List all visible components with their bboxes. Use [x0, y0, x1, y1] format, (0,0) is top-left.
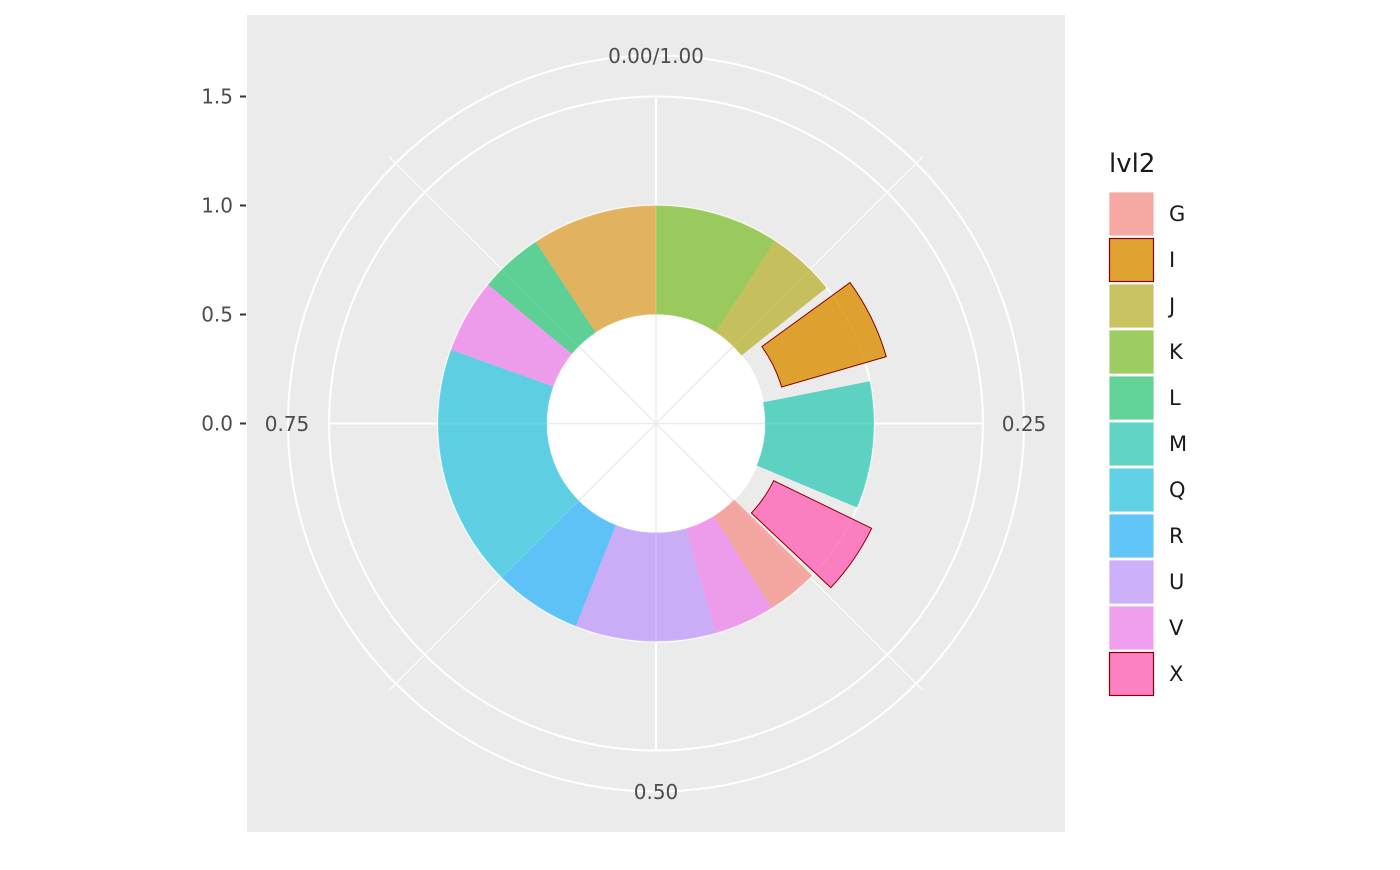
theta-tick-label: 0.25	[1002, 412, 1047, 436]
donut-segment-v	[450, 284, 573, 387]
donut-segment-r	[501, 500, 616, 627]
legend-swatch-x	[1108, 651, 1155, 697]
legend-label: K	[1169, 340, 1184, 364]
legend-swatch-j	[1109, 284, 1154, 328]
legend-swatch-l	[1109, 376, 1154, 420]
legend-swatch-g	[1109, 192, 1154, 236]
donut-segment-l	[488, 241, 596, 355]
legend-label: M	[1169, 432, 1187, 456]
outer-axis-circle	[287, 54, 1025, 793]
legend-label: U	[1169, 570, 1184, 594]
donut-segment-g	[713, 499, 813, 609]
theta-tick-label: 0.50	[634, 780, 679, 804]
legend-label: X	[1169, 662, 1183, 686]
legend-label: L	[1169, 386, 1181, 410]
theta-tick-label: 0.75	[265, 412, 310, 436]
hole-spoke	[655, 422, 734, 502]
legend-swatch-u	[1109, 560, 1154, 604]
y-tick-label: 0.5	[201, 303, 233, 327]
legend-label: G	[1169, 202, 1185, 226]
legend-swatch-k	[1109, 330, 1154, 374]
legend-label: V	[1169, 616, 1184, 640]
donut-segment-i	[535, 205, 656, 333]
legend-swatch-r	[1109, 514, 1154, 558]
y-tick-label: 1.5	[201, 85, 233, 109]
y-tick-label: 0.0	[201, 412, 233, 436]
legend-title: lvl2	[1109, 149, 1155, 179]
radial-gridline	[328, 95, 984, 752]
legend-swatch-m	[1109, 422, 1154, 466]
hole-spoke	[655, 345, 734, 425]
legend-swatch-i	[1108, 237, 1155, 283]
donut-segment-x	[750, 480, 873, 589]
donut-segment-i	[761, 281, 887, 388]
donut-segment-v	[685, 515, 772, 634]
legend-label: R	[1169, 524, 1184, 548]
donut-segment-u	[575, 524, 716, 642]
hole-spoke	[578, 422, 657, 502]
donut-segment-m	[756, 381, 874, 508]
hole-spoke	[578, 345, 657, 425]
legend-label: I	[1169, 248, 1175, 272]
donut-segment-j	[715, 240, 827, 356]
legend-label: Q	[1169, 478, 1186, 502]
plot-area	[287, 54, 1025, 793]
theta-tick-label: 0.00/1.00	[608, 44, 704, 68]
legend-swatch-q	[1109, 468, 1154, 512]
donut-segment-k	[656, 205, 776, 333]
y-tick-label: 1.0	[201, 194, 233, 218]
legend-swatch-v	[1109, 606, 1154, 650]
legend-label: J	[1167, 294, 1175, 318]
donut-segment-q	[437, 349, 579, 578]
